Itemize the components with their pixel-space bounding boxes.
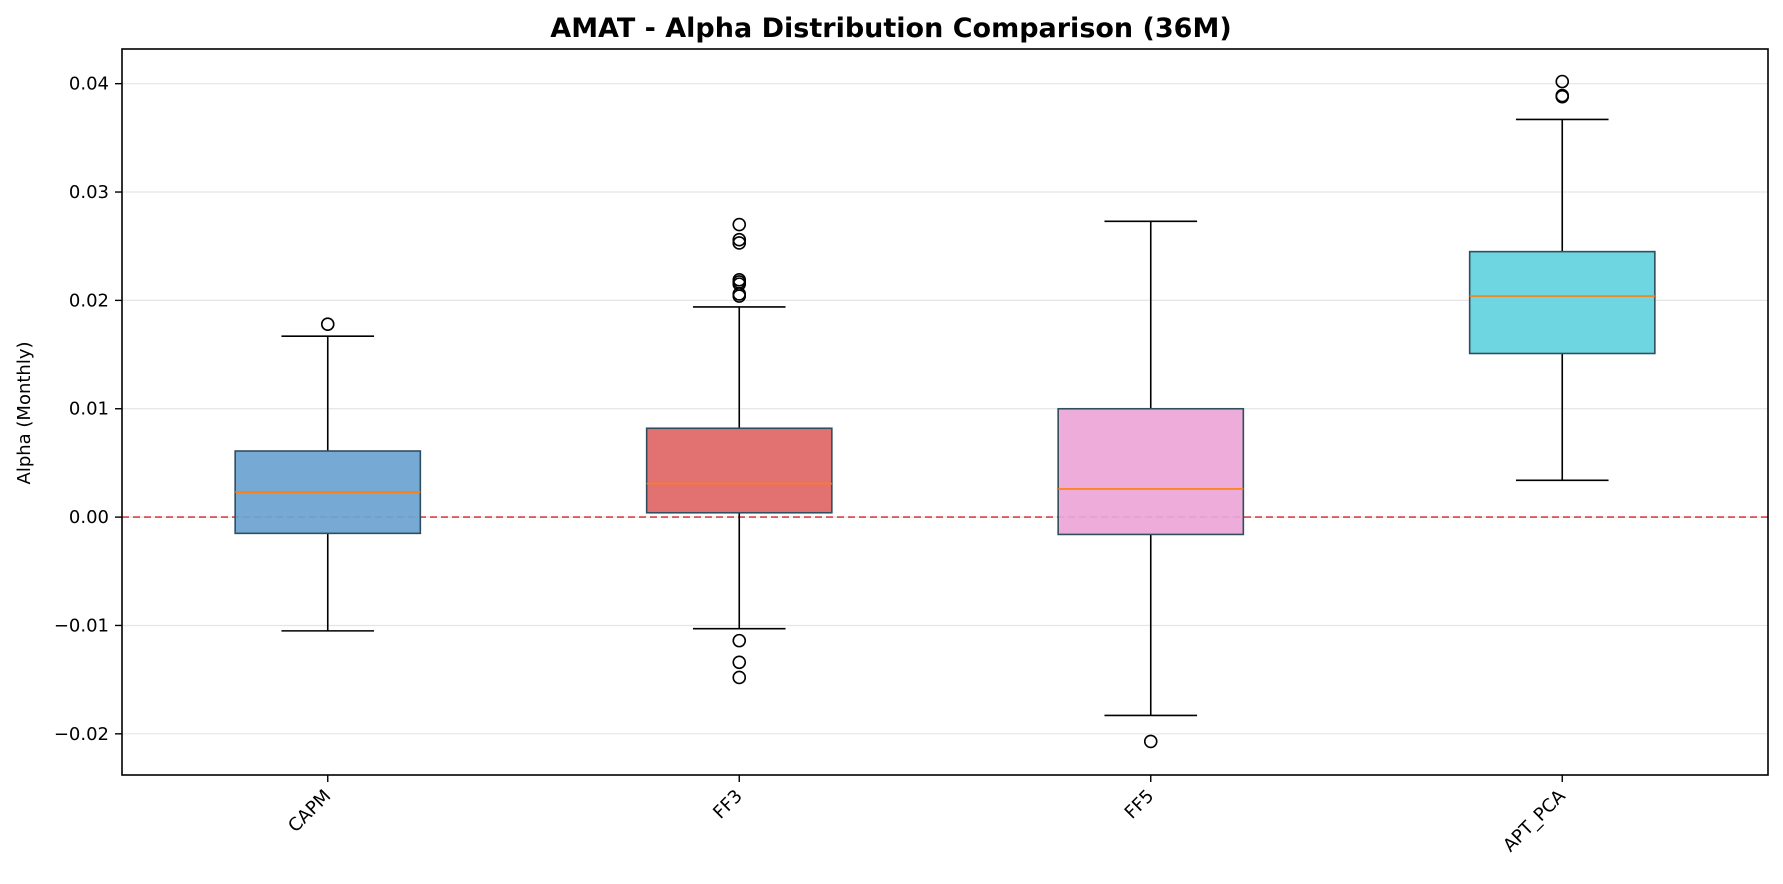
y-axis-label: Alpha (Monthly) [14,341,35,484]
iqr-box [645,427,833,514]
y-tick-label: −0.02 [54,724,109,745]
iqr-box [1468,250,1656,355]
y-axis-ticks: −0.02 −0.01 0.00 0.01 0.02 0.03 0.04 [54,74,122,745]
y-tick-label: 0.00 [69,507,109,528]
plot-frame [121,48,1769,776]
outlier-point [732,670,747,685]
outlier-point [732,655,747,670]
x-axis-ticks: CAPM FF3 FF5 APT_PCA [284,775,1570,856]
outlier-point [732,236,747,250]
y-tick-label: 0.04 [69,74,109,95]
x-tick-label: CAPM [284,786,335,837]
box-series [234,74,1656,749]
box-apt-pca [1468,74,1656,482]
outlier-point [1555,89,1570,104]
box-capm [234,317,422,632]
box-ff3 [645,217,833,685]
outlier-point [1555,74,1570,89]
x-tick-label: FF3 [709,786,747,824]
y-tick-label: 0.03 [69,182,109,203]
x-tick-label: APT_PCA [1499,785,1570,856]
outlier-point [732,289,747,303]
iqr-box [1057,407,1245,536]
y-tick-label: 0.02 [69,290,109,311]
outlier-point [732,217,747,232]
outlier-point [732,232,747,247]
x-tick-label: FF5 [1121,786,1159,824]
outlier-point [732,633,747,648]
y-tick-label: −0.01 [54,615,109,636]
chart-title: AMAT - Alpha Distribution Comparison (36… [550,13,1231,44]
outlier-point [1143,734,1158,749]
gridlines [122,83,1768,735]
y-tick-label: 0.01 [69,399,109,420]
outlier-point [320,317,335,332]
box-ff5 [1057,220,1245,749]
